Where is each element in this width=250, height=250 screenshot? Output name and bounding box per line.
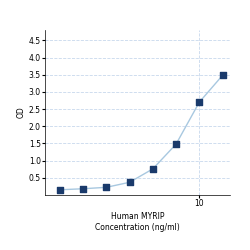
Y-axis label: OD: OD [17, 106, 26, 118]
Point [174, 142, 178, 146]
Point [81, 187, 85, 191]
Point [128, 180, 132, 184]
X-axis label: Human MYRIP
Concentration (ng/ml): Human MYRIP Concentration (ng/ml) [95, 212, 180, 232]
Point [151, 167, 155, 171]
Point [197, 100, 201, 104]
Point [220, 74, 224, 78]
Point [104, 185, 108, 189]
Point [58, 188, 62, 192]
